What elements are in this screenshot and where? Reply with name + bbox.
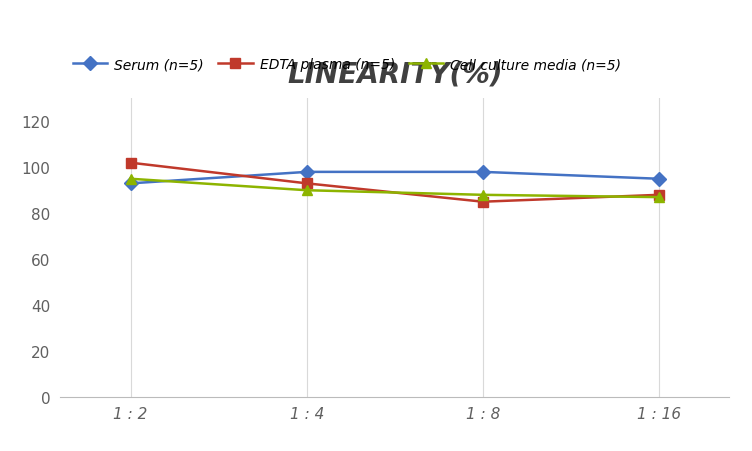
EDTA plasma (n=5) (654, 193, 663, 198)
Cell culture media (n=5) (478, 193, 487, 198)
Cell culture media (n=5) (654, 195, 663, 200)
Line: EDTA plasma (n=5): EDTA plasma (n=5) (126, 158, 664, 207)
Cell culture media (n=5) (302, 188, 311, 193)
Title: LINEARITY(%): LINEARITY(%) (287, 60, 502, 88)
Legend: Serum (n=5), EDTA plasma (n=5), Cell culture media (n=5): Serum (n=5), EDTA plasma (n=5), Cell cul… (67, 53, 627, 78)
EDTA plasma (n=5) (478, 199, 487, 205)
Serum (n=5) (478, 170, 487, 175)
Cell culture media (n=5) (126, 177, 135, 182)
Serum (n=5) (302, 170, 311, 175)
Serum (n=5) (126, 181, 135, 187)
Line: Serum (n=5): Serum (n=5) (126, 168, 664, 189)
Serum (n=5) (654, 177, 663, 182)
EDTA plasma (n=5) (126, 161, 135, 166)
EDTA plasma (n=5) (302, 181, 311, 187)
Line: Cell culture media (n=5): Cell culture media (n=5) (126, 175, 664, 202)
